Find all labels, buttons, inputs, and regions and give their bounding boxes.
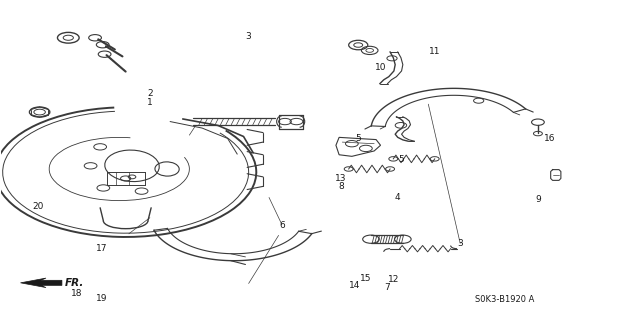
Text: 2: 2	[147, 89, 153, 98]
Text: 17: 17	[96, 243, 108, 253]
Text: 14: 14	[349, 281, 361, 291]
Text: 18: 18	[71, 289, 83, 298]
Text: 20: 20	[33, 203, 44, 211]
Text: 12: 12	[388, 275, 399, 284]
Text: 10: 10	[375, 63, 387, 72]
Text: 11: 11	[429, 48, 440, 56]
Text: 13: 13	[335, 174, 347, 183]
Text: 3: 3	[458, 239, 463, 248]
Text: 1: 1	[147, 98, 153, 107]
Text: 9: 9	[536, 195, 541, 204]
Text: 3: 3	[246, 32, 252, 41]
Polygon shape	[20, 278, 62, 287]
Text: S0K3-B1920 A: S0K3-B1920 A	[475, 295, 534, 304]
Text: 4: 4	[395, 193, 401, 202]
Text: FR.: FR.	[65, 278, 84, 288]
Text: 5: 5	[355, 134, 361, 144]
Text: 6: 6	[279, 221, 285, 230]
Text: 16: 16	[543, 134, 555, 144]
Text: 15: 15	[360, 274, 372, 283]
Text: 19: 19	[96, 294, 108, 303]
Text: 8: 8	[338, 182, 344, 191]
Text: 7: 7	[384, 283, 390, 292]
Text: 5: 5	[399, 155, 404, 164]
